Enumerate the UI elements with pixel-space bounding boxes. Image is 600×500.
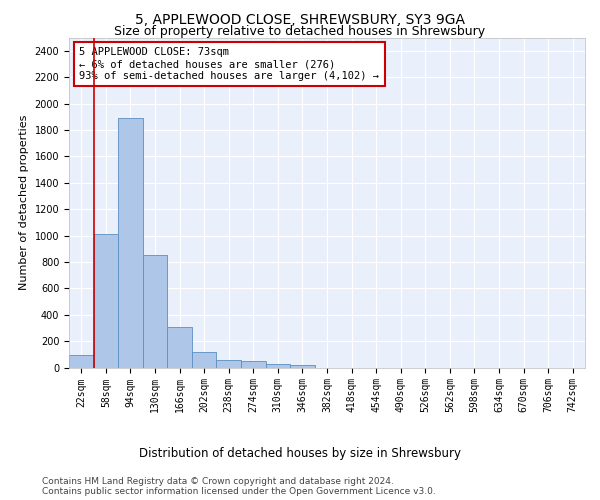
- Text: Contains public sector information licensed under the Open Government Licence v3: Contains public sector information licen…: [42, 488, 436, 496]
- Text: Distribution of detached houses by size in Shrewsbury: Distribution of detached houses by size …: [139, 448, 461, 460]
- Bar: [266, 364, 290, 368]
- Y-axis label: Number of detached properties: Number of detached properties: [19, 115, 29, 290]
- Text: Contains HM Land Registry data © Crown copyright and database right 2024.: Contains HM Land Registry data © Crown c…: [42, 478, 394, 486]
- Bar: [192, 352, 217, 368]
- Text: Size of property relative to detached houses in Shrewsbury: Size of property relative to detached ho…: [115, 25, 485, 38]
- Bar: [118, 118, 143, 368]
- Text: 5 APPLEWOOD CLOSE: 73sqm
← 6% of detached houses are smaller (276)
93% of semi-d: 5 APPLEWOOD CLOSE: 73sqm ← 6% of detache…: [79, 48, 379, 80]
- Bar: [167, 326, 192, 368]
- Bar: [241, 361, 266, 368]
- Bar: [217, 360, 241, 368]
- Bar: [290, 365, 315, 368]
- Bar: [94, 234, 118, 368]
- Bar: [143, 254, 167, 368]
- Text: 5, APPLEWOOD CLOSE, SHREWSBURY, SY3 9GA: 5, APPLEWOOD CLOSE, SHREWSBURY, SY3 9GA: [135, 12, 465, 26]
- Bar: [69, 355, 94, 368]
